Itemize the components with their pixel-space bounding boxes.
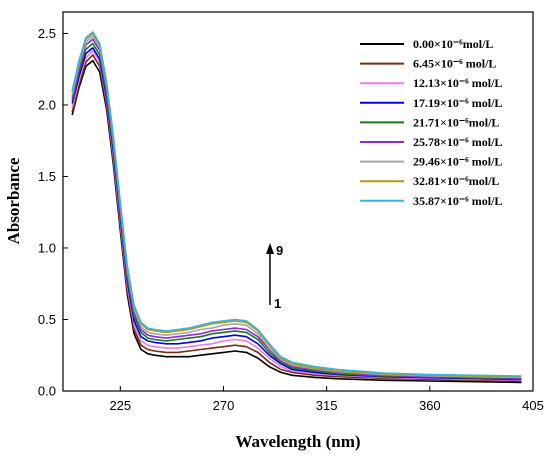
legend-label-9: 35.87×10⁻⁶ mol/L (413, 194, 502, 208)
legend-label-3: 12.13×10⁻⁶ mol/L (413, 76, 502, 90)
plot-frame (62, 11, 534, 392)
series-line-9 (71, 31, 522, 377)
y-tick-label: 0.5 (38, 312, 56, 327)
legend-label-5: 21.71×10⁻⁶mol/L (413, 115, 499, 129)
y-tick-label: 1.5 (38, 169, 56, 184)
y-tick-label: 0.0 (38, 384, 56, 399)
trend-arrow-head (266, 243, 274, 254)
series-line-5 (71, 42, 522, 380)
trend-arrow-label-top: 9 (276, 243, 283, 258)
legend-label-8: 32.81×10⁻⁶mol/L (413, 174, 499, 188)
legend-label-7: 29.46×10⁻⁶ mol/L (413, 155, 502, 169)
trend-arrow-label-bottom: 1 (274, 296, 281, 311)
x-axis-title: Wavelength (nm) (235, 432, 360, 451)
x-tick-label: 360 (419, 398, 441, 413)
y-tick-label: 1.0 (38, 240, 56, 255)
legend-label-1: 0.00×10⁻⁶mol/L (413, 37, 493, 51)
legend-label-4: 17.19×10⁻⁶ mol/L (413, 96, 502, 110)
series-layer (71, 31, 522, 384)
x-tick-label: 315 (316, 398, 338, 413)
trend-arrow: 9 1 (266, 243, 283, 311)
ticks-layer: 225 270 315 360 405 0.0 0.5 1.0 1.5 2.0 2.5 (38, 26, 544, 413)
x-tick-label: 225 (109, 398, 131, 413)
legend: 0.00×10⁻⁶mol/L 6.45×10⁻⁶ mol/L 12.13×10⁻⁶ … (360, 37, 502, 208)
legend-label-6: 25.78×10⁻⁶ mol/L (413, 135, 502, 149)
x-tick-label: 405 (522, 398, 544, 413)
legend-label-2: 6.45×10⁻⁶ mol/L (413, 57, 496, 71)
y-axis-title: Absorbance (4, 157, 23, 244)
y-tick-label: 2.5 (38, 26, 56, 41)
x-tick-label: 270 (213, 398, 235, 413)
y-tick-label: 2.0 (38, 97, 56, 112)
